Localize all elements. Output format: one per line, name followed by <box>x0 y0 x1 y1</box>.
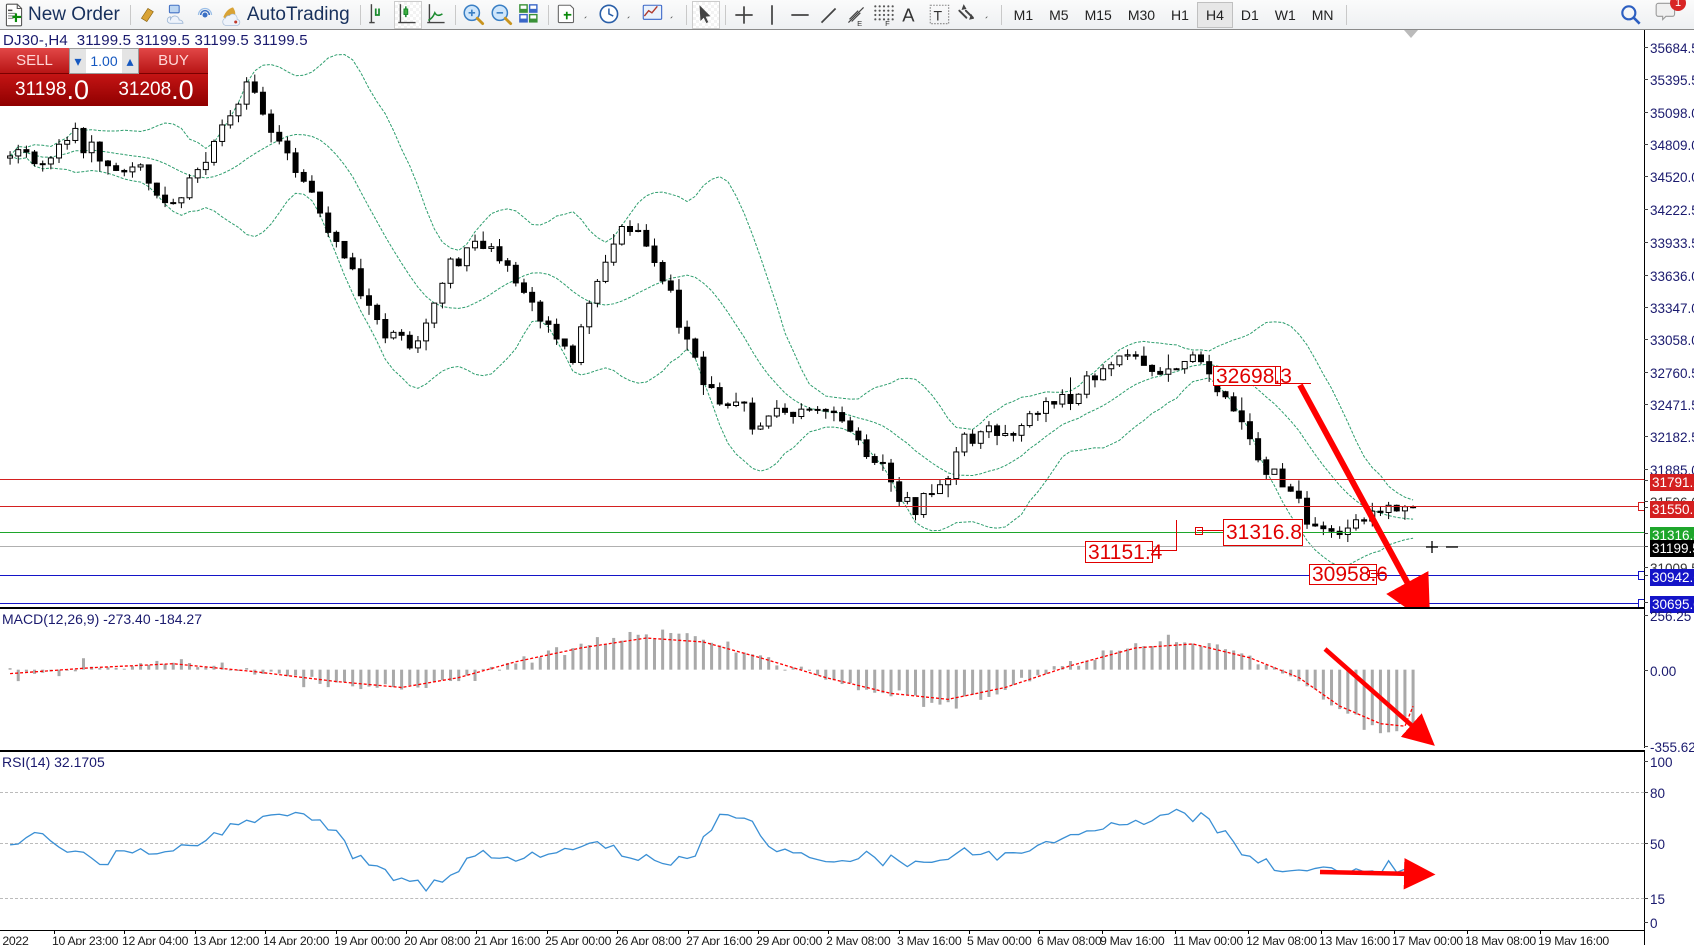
svg-text:F: F <box>885 18 890 27</box>
svg-text:A: A <box>902 4 915 25</box>
svg-text:E: E <box>857 18 862 27</box>
svg-text:T: T <box>933 7 942 23</box>
